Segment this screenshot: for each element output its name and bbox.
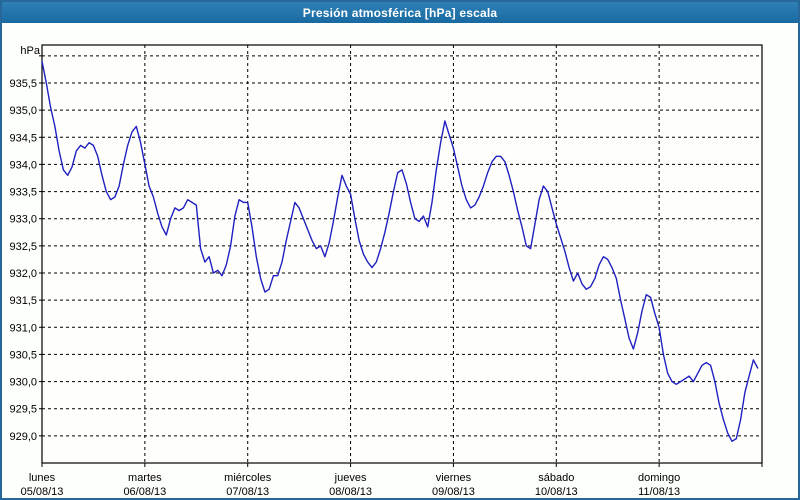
x-gridlines xyxy=(41,45,763,467)
day-date-label: 06/08/13 xyxy=(123,486,166,498)
y-tick-label: 935,0 xyxy=(9,105,37,117)
y-tick-label: 931,5 xyxy=(9,295,37,307)
title-bar: Presión atmosférica [hPa] escala xyxy=(2,2,798,23)
plot-border xyxy=(41,44,763,464)
day-date-label: 09/08/13 xyxy=(432,486,475,498)
day-name-label: martes xyxy=(128,472,162,484)
day-date-label: 10/08/13 xyxy=(535,486,578,498)
day-name-label: viernes xyxy=(436,472,472,484)
y-tick-label: 935,5 xyxy=(9,78,37,90)
y-tick-label: 930,5 xyxy=(9,349,37,361)
y-tick-label: 934,0 xyxy=(9,159,37,171)
day-date-label: 07/08/13 xyxy=(226,486,269,498)
unit-label: hPa xyxy=(20,45,40,57)
day-date-label: 11/08/13 xyxy=(638,486,680,498)
y-tick-label: 932,5 xyxy=(9,241,37,253)
y-tick-label: 934,5 xyxy=(9,132,37,144)
day-name-label: lunes xyxy=(29,472,56,484)
y-axis-labels: 929,0 929,5 930,0 930,5 931,0 931,5 932,0 932,5… xyxy=(9,78,37,443)
plot-area xyxy=(42,45,762,463)
day-name-label: miércoles xyxy=(224,472,272,484)
y-tick-label: 933,0 xyxy=(9,214,37,226)
day-name-label: jueves xyxy=(334,472,367,484)
y-tick-label: 929,5 xyxy=(9,404,37,416)
day-date-label: 05/08/13 xyxy=(21,486,64,498)
y-gridlines xyxy=(39,55,762,437)
y-tick-label: 930,0 xyxy=(9,377,37,389)
day-name-label: sábado xyxy=(538,472,574,484)
y-tick-label: 933,5 xyxy=(9,187,37,199)
pressure-series-line xyxy=(41,60,759,442)
day-name-label: domingo xyxy=(638,472,680,484)
y-tick-label: 931,0 xyxy=(9,322,37,334)
x-axis-labels: lunes 05/08/13 martes 06/08/13 miércoles 07/0… xyxy=(21,472,681,498)
y-tick-label: 929,0 xyxy=(9,431,37,443)
chart-title: Presión atmosférica [hPa] escala xyxy=(302,5,498,20)
y-tick-label: 932,0 xyxy=(9,268,37,280)
day-date-label: 08/08/13 xyxy=(329,486,372,498)
